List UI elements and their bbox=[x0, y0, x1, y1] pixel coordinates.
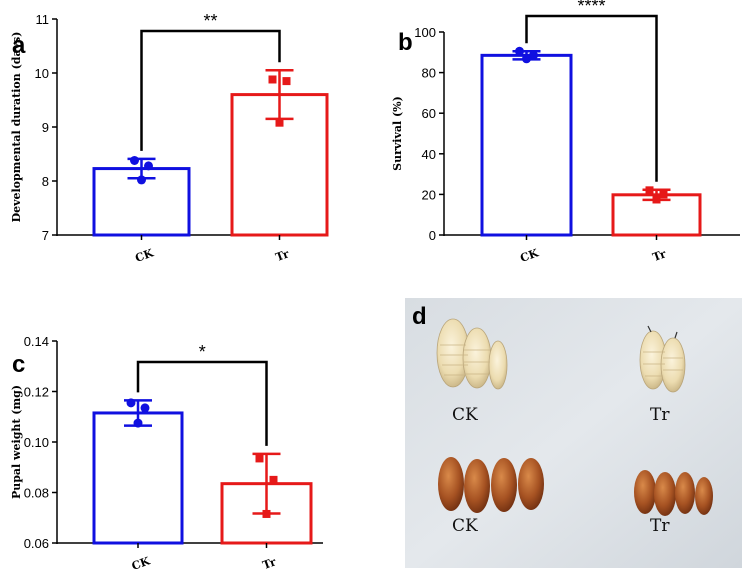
data-point bbox=[133, 418, 143, 428]
data-point bbox=[262, 509, 271, 518]
y-tick-label: 20 bbox=[422, 187, 436, 202]
data-point bbox=[126, 398, 136, 408]
y-tick-label: 0.10 bbox=[24, 435, 49, 450]
panel-c-chart: 0.06 0.08 0.10 0.12 0.14 Pupal weight (mg) CK T… bbox=[10, 334, 323, 573]
significance-label: ** bbox=[203, 11, 217, 31]
panel-b-chart: 0 20 40 60 80 100 Survival (%) CK Tr **** b bbox=[391, 0, 740, 265]
y-axis-title: Developmental duration (days) bbox=[10, 32, 23, 223]
photo-label-ck-larvae: CK bbox=[452, 405, 478, 425]
ck-larvae bbox=[436, 318, 508, 390]
significance-label: **** bbox=[577, 0, 605, 16]
x-tick-label: Tr bbox=[274, 247, 291, 264]
data-point bbox=[130, 155, 139, 165]
photo-label-tr-larvae: Tr bbox=[650, 405, 670, 425]
y-tick-label: 0.14 bbox=[24, 334, 49, 349]
y-tick-label: 11 bbox=[36, 12, 50, 27]
data-point bbox=[269, 475, 278, 484]
bar-ck bbox=[480, 53, 573, 237]
significance-bracket bbox=[136, 360, 268, 446]
data-point bbox=[652, 195, 661, 204]
ck-pupae bbox=[438, 457, 544, 513]
photo-label-tr-pupae: Tr bbox=[650, 516, 670, 536]
data-point bbox=[659, 190, 668, 199]
panel-letter-c: c bbox=[12, 351, 25, 378]
x-tick-label: Tr bbox=[261, 555, 278, 572]
photo-label-ck-pupae: CK bbox=[452, 516, 478, 536]
panel-d-photo: CK Tr CK Tr d bbox=[405, 298, 742, 568]
y-tick-label: 40 bbox=[422, 147, 436, 162]
data-point bbox=[529, 50, 538, 60]
significance-bracket bbox=[525, 14, 658, 182]
panel-letter-b: b bbox=[398, 29, 413, 56]
data-point bbox=[275, 118, 284, 127]
data-point bbox=[137, 175, 146, 185]
tr-larvae bbox=[639, 325, 686, 393]
tr-pupae bbox=[634, 470, 713, 516]
y-tick-label: 10 bbox=[35, 66, 49, 81]
data-point bbox=[144, 161, 153, 171]
data-point bbox=[282, 77, 291, 86]
y-tick-label: 0 bbox=[429, 228, 436, 243]
x-tick-label: CK bbox=[133, 246, 155, 265]
y-tick-label: 7 bbox=[42, 228, 49, 243]
bar-ck bbox=[92, 411, 184, 545]
y-tick-label: 8 bbox=[42, 174, 49, 189]
x-tick-label: CK bbox=[130, 554, 152, 573]
panel-letter-a: a bbox=[12, 32, 26, 59]
y-tick-label: 0.08 bbox=[24, 486, 49, 501]
x-tick-label: CK bbox=[518, 246, 540, 265]
data-point bbox=[645, 186, 654, 195]
y-axis-title: Pupal weight (mg) bbox=[10, 385, 23, 499]
data-point bbox=[255, 454, 264, 463]
significance-bracket bbox=[140, 29, 281, 151]
y-tick-label: 80 bbox=[422, 66, 436, 81]
data-point bbox=[268, 75, 277, 84]
y-axis-title: Survival (%) bbox=[391, 96, 404, 171]
data-point bbox=[515, 46, 524, 56]
panel-letter-d: d bbox=[412, 303, 427, 330]
y-tick-label: 0.12 bbox=[24, 385, 49, 400]
y-tick-label: 0.06 bbox=[24, 536, 49, 551]
data-point bbox=[522, 54, 531, 64]
data-point bbox=[140, 403, 150, 413]
y-tick-label: 60 bbox=[422, 106, 436, 121]
y-tick-label: 9 bbox=[42, 120, 49, 135]
panel-a-chart: 7 8 9 10 11 Developmental duration (days) CK Tr… bbox=[10, 11, 329, 265]
significance-label: * bbox=[199, 342, 206, 362]
y-tick-label: 100 bbox=[414, 25, 436, 40]
x-tick-label: Tr bbox=[651, 247, 668, 264]
